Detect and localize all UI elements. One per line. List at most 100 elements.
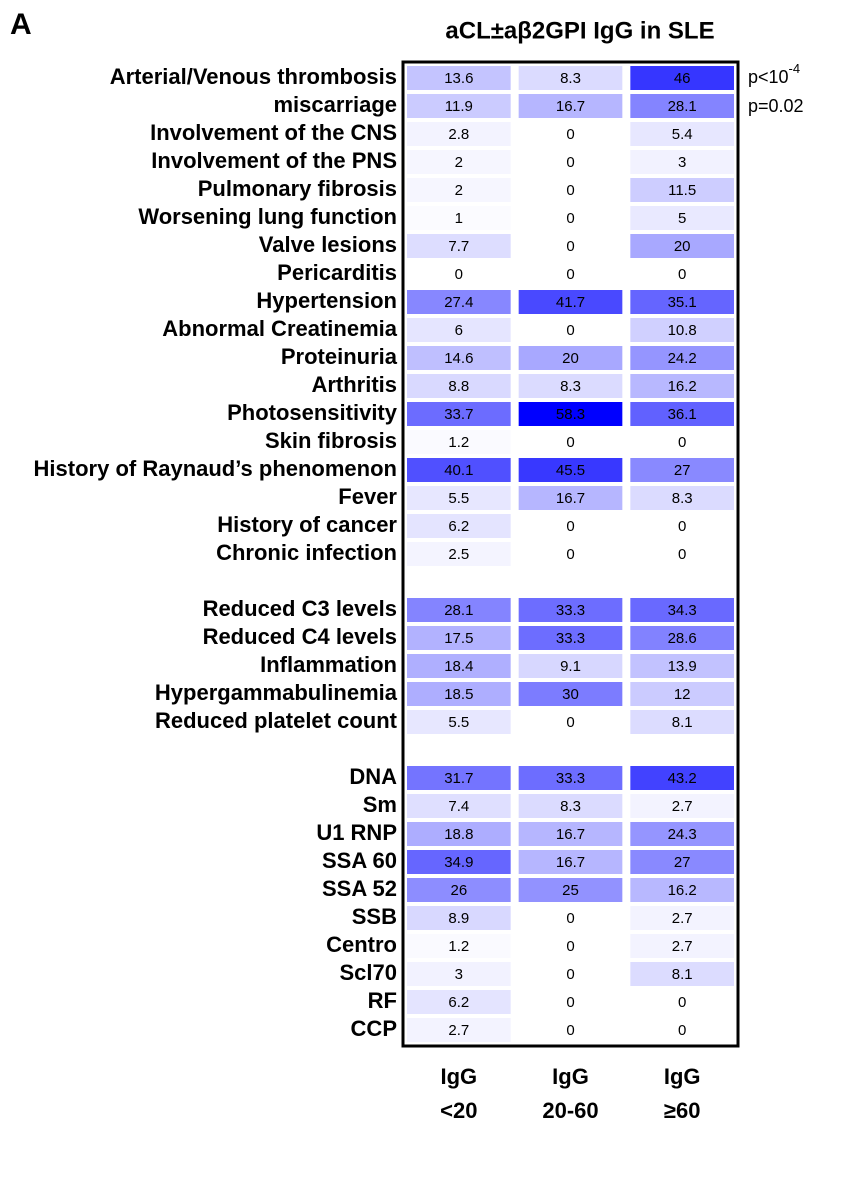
- row-label: Photosensitivity: [227, 400, 398, 425]
- cell-label: 16.7: [556, 98, 585, 115]
- heat-cell: [630, 234, 734, 258]
- heat-cell: [407, 682, 511, 706]
- cell-label: 40.1: [444, 462, 473, 479]
- heat-cell: [630, 1018, 734, 1042]
- cell-label: 28.6: [668, 630, 697, 647]
- cell-label: 28.1: [668, 98, 697, 115]
- heat-cell: [518, 122, 623, 146]
- annotation-sup: -4: [789, 61, 801, 76]
- heat-cell: [407, 1018, 511, 1042]
- chart-title: aCL±aβ2GPI IgG in SLE: [445, 17, 714, 44]
- column-label: <20: [440, 1098, 477, 1123]
- heat-cell: [630, 878, 734, 902]
- heat-cell: [407, 990, 511, 1014]
- heat-cell: [630, 374, 734, 398]
- heat-cell: [630, 710, 734, 734]
- heat-cell: [518, 346, 623, 370]
- row-label: Scl70: [340, 960, 398, 985]
- heat-cell: [518, 626, 623, 650]
- heat-cell: [630, 94, 734, 118]
- heat-cell: [407, 150, 511, 174]
- row-label: RF: [368, 988, 397, 1013]
- cell-label: 0: [566, 1022, 574, 1039]
- cell-label: 12: [674, 686, 691, 703]
- row-label: History of cancer: [217, 512, 397, 537]
- heat-cell: [630, 318, 734, 342]
- cell-label: 0: [566, 434, 574, 451]
- cell-label: 27.4: [444, 294, 473, 311]
- cell-label: 30: [562, 686, 579, 703]
- cell-label: 0: [566, 546, 574, 563]
- cell-label: 10.8: [668, 322, 697, 339]
- cell-label: 0: [566, 238, 574, 255]
- cell-label: 1.2: [448, 434, 469, 451]
- heat-cell: [407, 290, 511, 314]
- heat-cell: [518, 1018, 623, 1042]
- row-label: Inflammation: [260, 652, 397, 677]
- cell-label: 0: [455, 266, 463, 283]
- cell-label: 24.2: [668, 350, 697, 367]
- heat-cell: [518, 402, 623, 426]
- cell-label: 0: [566, 994, 574, 1011]
- column-label: ≥60: [664, 1098, 701, 1123]
- cell-label: 16.7: [556, 826, 585, 843]
- cell-label: 6: [455, 322, 463, 339]
- row-label: U1 RNP: [316, 820, 397, 845]
- row-label: SSA 60: [322, 848, 397, 873]
- heat-cell: [630, 542, 734, 566]
- cell-label: 9.1: [560, 658, 581, 675]
- heat-cell: [407, 458, 511, 482]
- cell-label: 0: [566, 910, 574, 927]
- heat-cell: [407, 542, 511, 566]
- heat-cell: [407, 178, 511, 202]
- row-label: History of Raynaud’s phenomenon: [34, 456, 397, 481]
- row-label: Proteinuria: [281, 344, 398, 369]
- cell-label: 8.3: [560, 798, 581, 815]
- heat-cell: [407, 430, 511, 454]
- heat-cell: [630, 122, 734, 146]
- heat-cell: [518, 878, 623, 902]
- row-label: DNA: [349, 764, 397, 789]
- cell-label: 8.3: [672, 490, 693, 507]
- heat-cell: [518, 458, 623, 482]
- column-label: IgG: [440, 1064, 477, 1089]
- cell-label: 0: [566, 322, 574, 339]
- cell-label: 7.4: [448, 798, 469, 815]
- cell-label: 0: [566, 210, 574, 227]
- cell-label: 58.3: [556, 406, 585, 423]
- row-label: Reduced platelet count: [155, 708, 398, 733]
- heat-cell: [407, 906, 511, 930]
- heat-cell: [630, 626, 734, 650]
- heat-cell: [630, 206, 734, 230]
- heat-cell: [630, 458, 734, 482]
- heat-cell: [518, 150, 623, 174]
- heat-cell: [518, 598, 623, 622]
- heat-cell: [407, 402, 511, 426]
- cell-label: 3: [455, 966, 463, 983]
- row-label: Pericarditis: [277, 260, 397, 285]
- heat-cell: [630, 654, 734, 678]
- row-label: Valve lesions: [259, 232, 397, 257]
- cell-label: 20: [562, 350, 579, 367]
- heat-cell: [407, 766, 511, 790]
- heat-cell: [407, 66, 511, 90]
- heat-cell: [630, 682, 734, 706]
- row-label: Abnormal Creatinemia: [162, 316, 397, 341]
- cell-label: 14.6: [444, 350, 473, 367]
- cell-label: 18.4: [444, 658, 473, 675]
- heat-cell: [518, 430, 623, 454]
- cell-label: 33.7: [444, 406, 473, 423]
- heat-cell: [630, 346, 734, 370]
- row-label: Skin fibrosis: [265, 428, 397, 453]
- cell-label: 0: [566, 126, 574, 143]
- cell-label: 5.5: [448, 490, 469, 507]
- heat-cell: [407, 878, 511, 902]
- row-label: SSA 52: [322, 876, 397, 901]
- row-label: Fever: [338, 484, 397, 509]
- cell-label: 24.3: [668, 826, 697, 843]
- cell-label: 17.5: [444, 630, 473, 647]
- heat-cell: [630, 850, 734, 874]
- cell-label: 7.7: [448, 238, 469, 255]
- cell-label: 45.5: [556, 462, 585, 479]
- heat-cell: [407, 262, 511, 286]
